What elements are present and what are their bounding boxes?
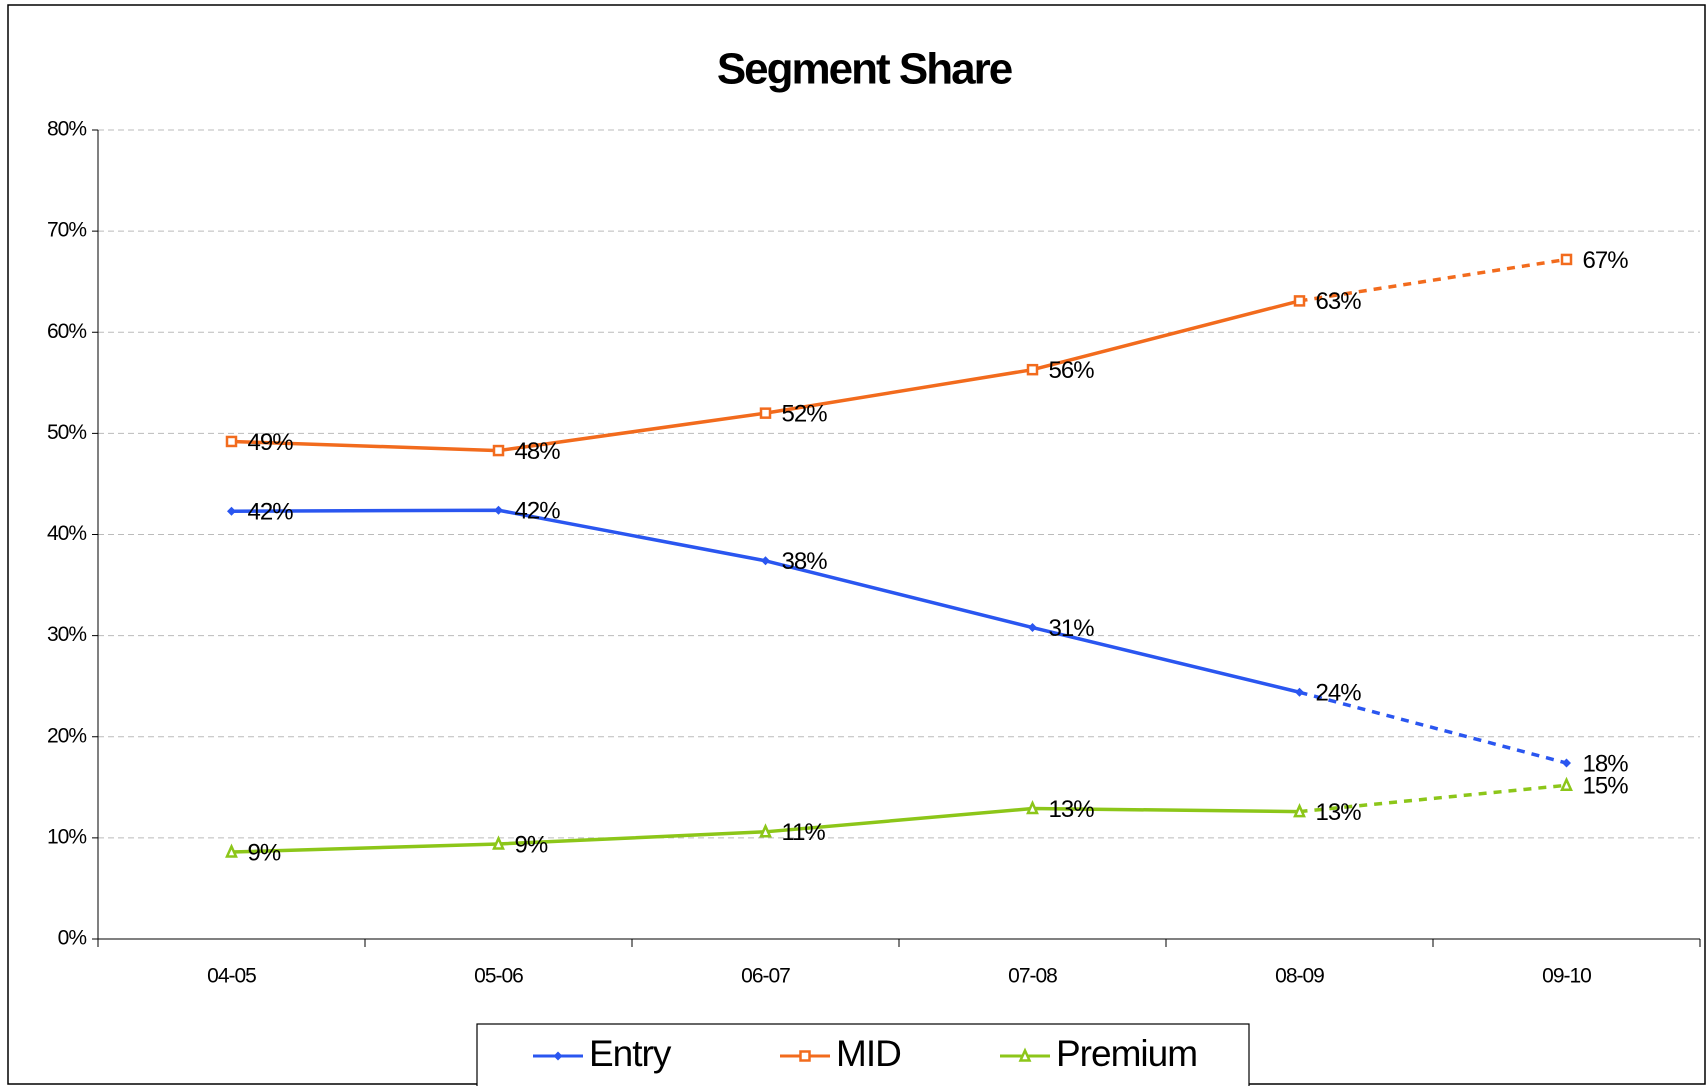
data-point (1293, 803, 1306, 818)
data-label: 67% (1583, 247, 1629, 274)
y-tick-label: 30% (47, 623, 86, 646)
series-line (1299, 257, 1567, 303)
data-point (1560, 776, 1573, 792)
series-line (1299, 690, 1567, 765)
data-point (1295, 687, 1304, 697)
data-point (759, 823, 772, 838)
data-point (492, 444, 505, 457)
data-point (225, 843, 238, 858)
data-point (492, 835, 505, 850)
x-tick-label: 06-07 (741, 965, 790, 988)
y-tick-label: 10% (47, 825, 86, 848)
data-label: 52% (782, 400, 828, 427)
data-label: 18% (1583, 750, 1629, 777)
x-tick-label: 05-06 (474, 965, 523, 988)
data-label: 38% (782, 548, 828, 575)
data-point (1028, 623, 1037, 633)
legend-label: MID (836, 1033, 901, 1074)
x-tick-label: 08-09 (1275, 965, 1324, 988)
data-label: 9% (248, 839, 281, 866)
data-point (225, 435, 238, 448)
data-label: 42% (515, 498, 561, 525)
data-label: 11% (782, 819, 826, 846)
data-point (1293, 295, 1306, 307)
data-label: 49% (248, 429, 294, 456)
y-tick-label: 40% (47, 522, 86, 545)
data-label: 56% (1049, 357, 1095, 384)
legend-label: Entry (589, 1033, 672, 1074)
data-label: 24% (1316, 680, 1362, 707)
data-point (1562, 758, 1571, 768)
y-tick-label: 50% (47, 421, 86, 444)
legend-box (476, 1023, 1250, 1086)
y-tick-label: 70% (47, 219, 86, 242)
y-tick-label: 80% (47, 118, 86, 141)
data-label: 9% (515, 831, 548, 858)
data-label: 42% (248, 499, 294, 526)
data-point (759, 407, 772, 419)
data-label: 48% (515, 438, 561, 465)
chart-frame (7, 4, 1706, 1085)
data-point (1560, 253, 1573, 266)
data-point (761, 556, 770, 566)
data-point (227, 506, 236, 516)
data-label: 15% (1583, 773, 1629, 800)
x-tick-label: 09-10 (1542, 965, 1591, 988)
data-point (1026, 363, 1039, 376)
x-tick-label: 07-08 (1008, 965, 1057, 988)
data-label: 63% (1316, 288, 1362, 315)
data-point (1026, 800, 1039, 815)
y-tick-label: 0% (58, 927, 87, 950)
chart-title: Segment Share (717, 45, 1012, 94)
y-tick-label: 60% (47, 320, 86, 343)
y-tick-label: 20% (47, 724, 86, 747)
legend-marker (799, 1050, 811, 1062)
legend-marker (1018, 1047, 1032, 1062)
data-label: 13% (1316, 799, 1362, 826)
data-point (494, 505, 503, 515)
x-tick-label: 04-05 (207, 965, 256, 988)
data-label: 31% (1049, 615, 1095, 642)
data-label: 13% (1049, 796, 1095, 823)
legend-marker (553, 1051, 563, 1061)
legend-label: Premium (1056, 1033, 1197, 1074)
